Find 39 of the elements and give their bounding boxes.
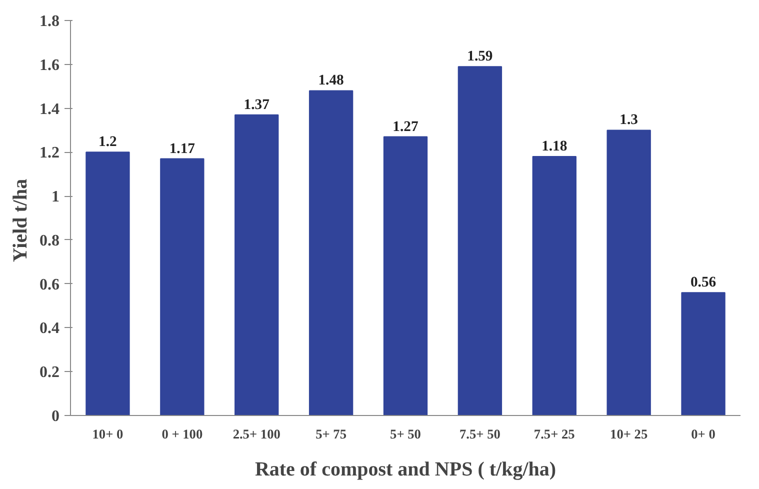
x-tick-label: 10+ 25 (610, 426, 648, 442)
data-label: 1.18 (542, 138, 568, 155)
y-tick-label: 1.4 (40, 100, 60, 118)
y-tick-label: 0.4 (40, 320, 60, 338)
data-label: 1.37 (244, 96, 270, 113)
data-label: 0.56 (690, 274, 716, 291)
y-tick-label: 0.8 (40, 232, 60, 250)
bar (234, 114, 279, 416)
data-label: 1.2 (98, 134, 117, 150)
x-tick-label: 7.5+ 25 (534, 426, 576, 442)
bar (458, 66, 502, 416)
data-label: 1.59 (467, 48, 493, 65)
y-tick-label: 1 (52, 188, 60, 206)
y-tick-label: 0.6 (40, 276, 60, 294)
y-tick-label: 0.2 (40, 364, 60, 382)
y-tick-label: 1.6 (40, 56, 60, 74)
x-tick-label: 2.5+ 100 (232, 426, 281, 442)
bar (160, 158, 204, 416)
x-axis-title: Rate of compost and NPS ( t/kg/ha) (254, 458, 556, 480)
x-tick-label: 7.5+ 50 (459, 426, 501, 442)
y-axis-title: Yield t/ha (10, 178, 32, 262)
bar (383, 136, 428, 416)
x-tick-label: 5+ 75 (316, 426, 347, 442)
y-tick-label: 0 (52, 408, 60, 425)
data-label: 1.48 (318, 72, 344, 89)
x-tick-label: 0 + 100 (162, 426, 203, 442)
bar (308, 90, 354, 416)
data-label: 1.27 (392, 118, 418, 135)
y-tick-label: 1.8 (40, 13, 60, 30)
y-tick-label: 1.2 (40, 144, 60, 162)
bar (532, 156, 576, 416)
x-tick-label: 5+ 50 (390, 426, 422, 442)
data-label: 1.3 (620, 112, 638, 128)
bar (606, 130, 651, 416)
data-label: 1.17 (169, 140, 195, 157)
bar (86, 152, 130, 416)
x-tick-label: 0+ 0 (691, 426, 716, 442)
x-tick-label: 10+ 0 (92, 426, 124, 442)
bar (681, 292, 726, 416)
